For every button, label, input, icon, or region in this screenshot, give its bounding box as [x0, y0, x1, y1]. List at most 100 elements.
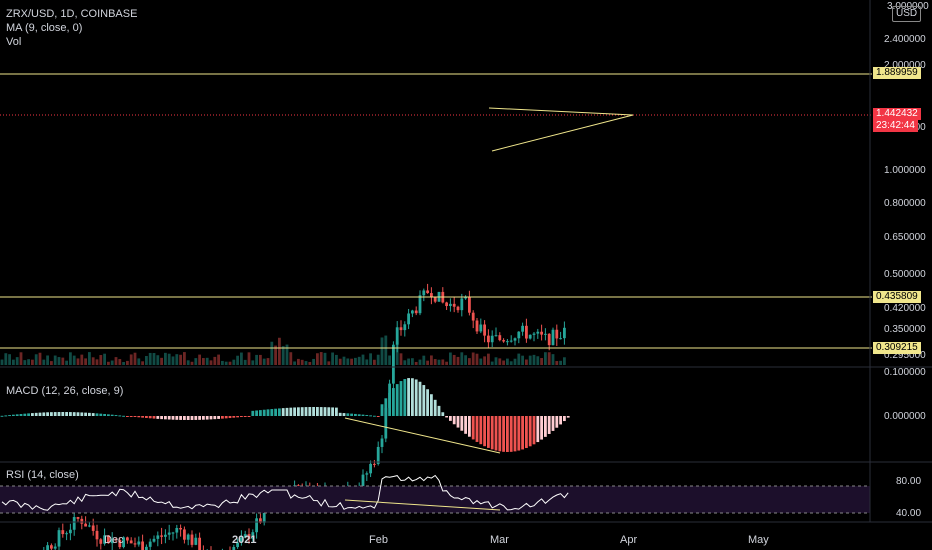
macd-legend[interactable]: MACD (12, 26, close, 9) [6, 385, 124, 397]
volume-bar [53, 355, 57, 365]
volume-bar [449, 352, 452, 365]
macd-histogram-bar [357, 414, 361, 416]
candle-body [194, 537, 198, 545]
volume-bar [65, 360, 68, 365]
macd-histogram-bar [160, 416, 163, 420]
macd-histogram-bar [555, 416, 559, 428]
candle-body [464, 296, 467, 299]
macd-histogram-bar [487, 416, 490, 448]
macd-histogram-bar [395, 384, 399, 416]
volume-bar [69, 352, 72, 365]
volume-bar [251, 360, 255, 365]
macd-histogram-bar [323, 407, 327, 416]
volume-bar [468, 358, 471, 365]
macd-histogram-bar [338, 412, 342, 416]
volume-bar [103, 353, 106, 365]
volume-bar [266, 358, 270, 365]
volume-bar [183, 352, 186, 365]
resistance-price-tag: 1.889959 [873, 67, 921, 79]
price-tick: 0.500000 [884, 269, 926, 280]
volume-legend[interactable]: Vol [6, 36, 22, 48]
macd-histogram-bar [544, 416, 547, 437]
macd-histogram-bar [213, 416, 217, 420]
macd-histogram-bar [107, 414, 110, 416]
macd-histogram-bar [118, 415, 122, 417]
candle-body [525, 325, 528, 339]
macd-histogram-bar [129, 416, 133, 417]
macd-histogram-bar [300, 407, 304, 416]
candle-body [133, 543, 137, 545]
time-label: Dec [104, 534, 124, 546]
candle-body [69, 529, 72, 534]
volume-bar [61, 357, 65, 365]
volume-bar [544, 352, 547, 365]
candle-body [373, 463, 376, 465]
candle-body [84, 523, 87, 527]
macd-histogram-bar [141, 416, 144, 418]
macd-histogram-bar [411, 378, 414, 416]
candle-body [521, 325, 524, 332]
volume-bar [395, 341, 399, 365]
macd-histogram-bar [34, 412, 38, 416]
macd-histogram-bar [563, 416, 566, 422]
macd-histogram-bar [145, 416, 148, 418]
candle-body [247, 534, 251, 540]
macd-histogram-bar [259, 410, 262, 416]
volume-bar [122, 361, 125, 365]
currency-button[interactable]: USD [892, 6, 922, 22]
candle-body [145, 546, 148, 550]
macd-histogram-bar [266, 409, 270, 416]
volume-bar [175, 354, 179, 365]
volume-bar [0, 359, 4, 365]
volume-bar [289, 352, 293, 365]
ma-legend[interactable]: MA (9, close, 0) [6, 22, 83, 34]
rsi-legend[interactable]: RSI (14, close) [6, 469, 79, 481]
volume-bar [456, 356, 460, 365]
macd-histogram-bar [502, 416, 505, 452]
volume-bar [152, 353, 156, 365]
volume-bar [346, 358, 350, 365]
macd-divergence-trendline [344, 417, 501, 454]
candle-body [483, 324, 486, 336]
candle-body [547, 333, 551, 346]
volume-bar [430, 355, 433, 365]
volume-bar [31, 359, 34, 365]
macd-histogram-bar [224, 416, 228, 419]
macd-histogram-bar [460, 416, 464, 431]
macd-histogram-bar [23, 413, 27, 416]
macd-histogram-bar [88, 412, 91, 416]
volume-bar [365, 359, 369, 365]
volume-bar [50, 361, 53, 365]
candle-body [563, 327, 566, 339]
volume-bar [414, 361, 418, 365]
volume-bar [80, 354, 84, 365]
macd-histogram-bar [441, 412, 445, 416]
rsi-tick: 40.00 [896, 508, 922, 519]
candle-body [376, 446, 380, 464]
candle-body [487, 335, 490, 343]
macd-histogram-bar [513, 416, 517, 452]
macd-histogram-bar [270, 409, 274, 416]
candle-body [156, 535, 160, 539]
volume-bar [475, 353, 479, 365]
volume-bar [46, 355, 49, 365]
macd-histogram-bar [532, 416, 536, 445]
candle-body [498, 335, 502, 341]
macd-histogram-bar [194, 416, 198, 420]
macd-histogram-bar [369, 415, 372, 417]
price-tick: 2.000000 [884, 60, 926, 71]
candle-body [361, 474, 365, 489]
volume-bar [528, 355, 532, 365]
macd-histogram-bar [148, 416, 152, 419]
volume-bar [437, 359, 441, 365]
candle-body [403, 324, 407, 331]
volume-bar [114, 357, 118, 365]
volume-bar [110, 360, 114, 365]
volume-bar [107, 361, 110, 365]
volume-bar [160, 357, 163, 365]
volume-bar [281, 346, 285, 365]
macd-histogram-bar [133, 416, 137, 417]
volume-bar [156, 355, 160, 365]
macd-histogram-bar [350, 413, 353, 416]
